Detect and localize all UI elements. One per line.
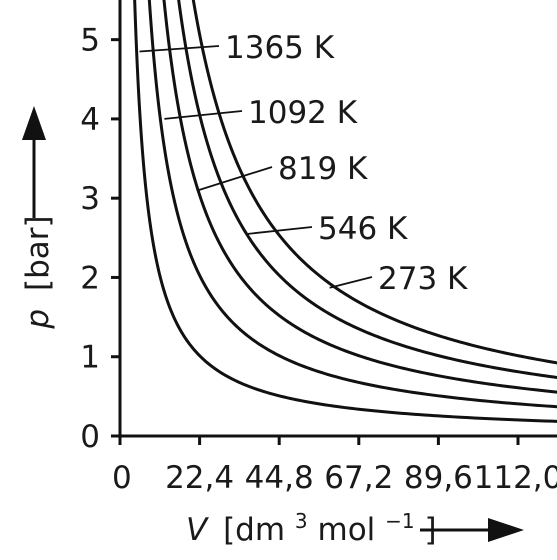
x-axis-unit-mid: mol [318, 512, 376, 548]
isotherm-line [177, 0, 557, 379]
label-leader-lines [139, 45, 373, 289]
x-axis-arrow [420, 518, 524, 542]
y-axis-arrow [22, 106, 46, 218]
isotherm-line [191, 0, 557, 365]
isotherm-label: 1365 K [225, 30, 335, 66]
y-tick-label: 0 [80, 419, 100, 455]
x-axis-unit-sup2: −1 [385, 509, 414, 533]
x-axis-unit-sup1: 3 [295, 509, 308, 533]
isotherm-line [133, 0, 557, 423]
y-axis-unit: [bar] [20, 215, 56, 291]
axis-ticks: 0 1 2 3 4 5 0 22,4 44,8 67,2 89,6 112,0 [80, 23, 557, 496]
isotherm-curves [133, 0, 557, 423]
y-tick-label: 3 [80, 181, 100, 217]
label-leader [329, 276, 373, 289]
x-tick-label: 89,6 [404, 460, 473, 496]
isotherm-label: 273 K [378, 261, 468, 297]
x-tick-label: 44,8 [245, 460, 314, 496]
label-leader [164, 110, 243, 120]
isotherm-labels: 1365 K 1092 K 819 K 546 K 273 K [225, 30, 468, 297]
x-axis-unit-open: [dm [223, 512, 285, 548]
isotherm-label: 819 K [278, 151, 368, 187]
x-tick-label: 67,2 [324, 460, 393, 496]
y-axis-symbol: p [20, 309, 56, 330]
isotherm-label: 1092 K [248, 95, 358, 131]
label-leader [247, 226, 313, 235]
y-axis-title: p [bar] [20, 215, 56, 329]
x-tick-label: 112,0 [474, 460, 557, 496]
isotherm-line [162, 0, 557, 394]
isotherm-label: 546 K [318, 211, 408, 247]
x-axis-symbol: V [186, 512, 210, 548]
x-tick-label: 22,4 [165, 460, 234, 496]
y-tick-label: 5 [80, 23, 100, 59]
x-tick-label: 0 [112, 460, 132, 496]
label-leader [139, 45, 220, 53]
x-axis-title: V [dm 3 mol −1 ] [186, 500, 437, 548]
axes [118, 0, 557, 438]
y-tick-label: 1 [80, 340, 100, 376]
y-tick-label: 4 [80, 102, 100, 138]
isotherm-line [147, 0, 557, 409]
y-tick-label: 2 [80, 260, 100, 296]
label-leader [197, 166, 273, 192]
